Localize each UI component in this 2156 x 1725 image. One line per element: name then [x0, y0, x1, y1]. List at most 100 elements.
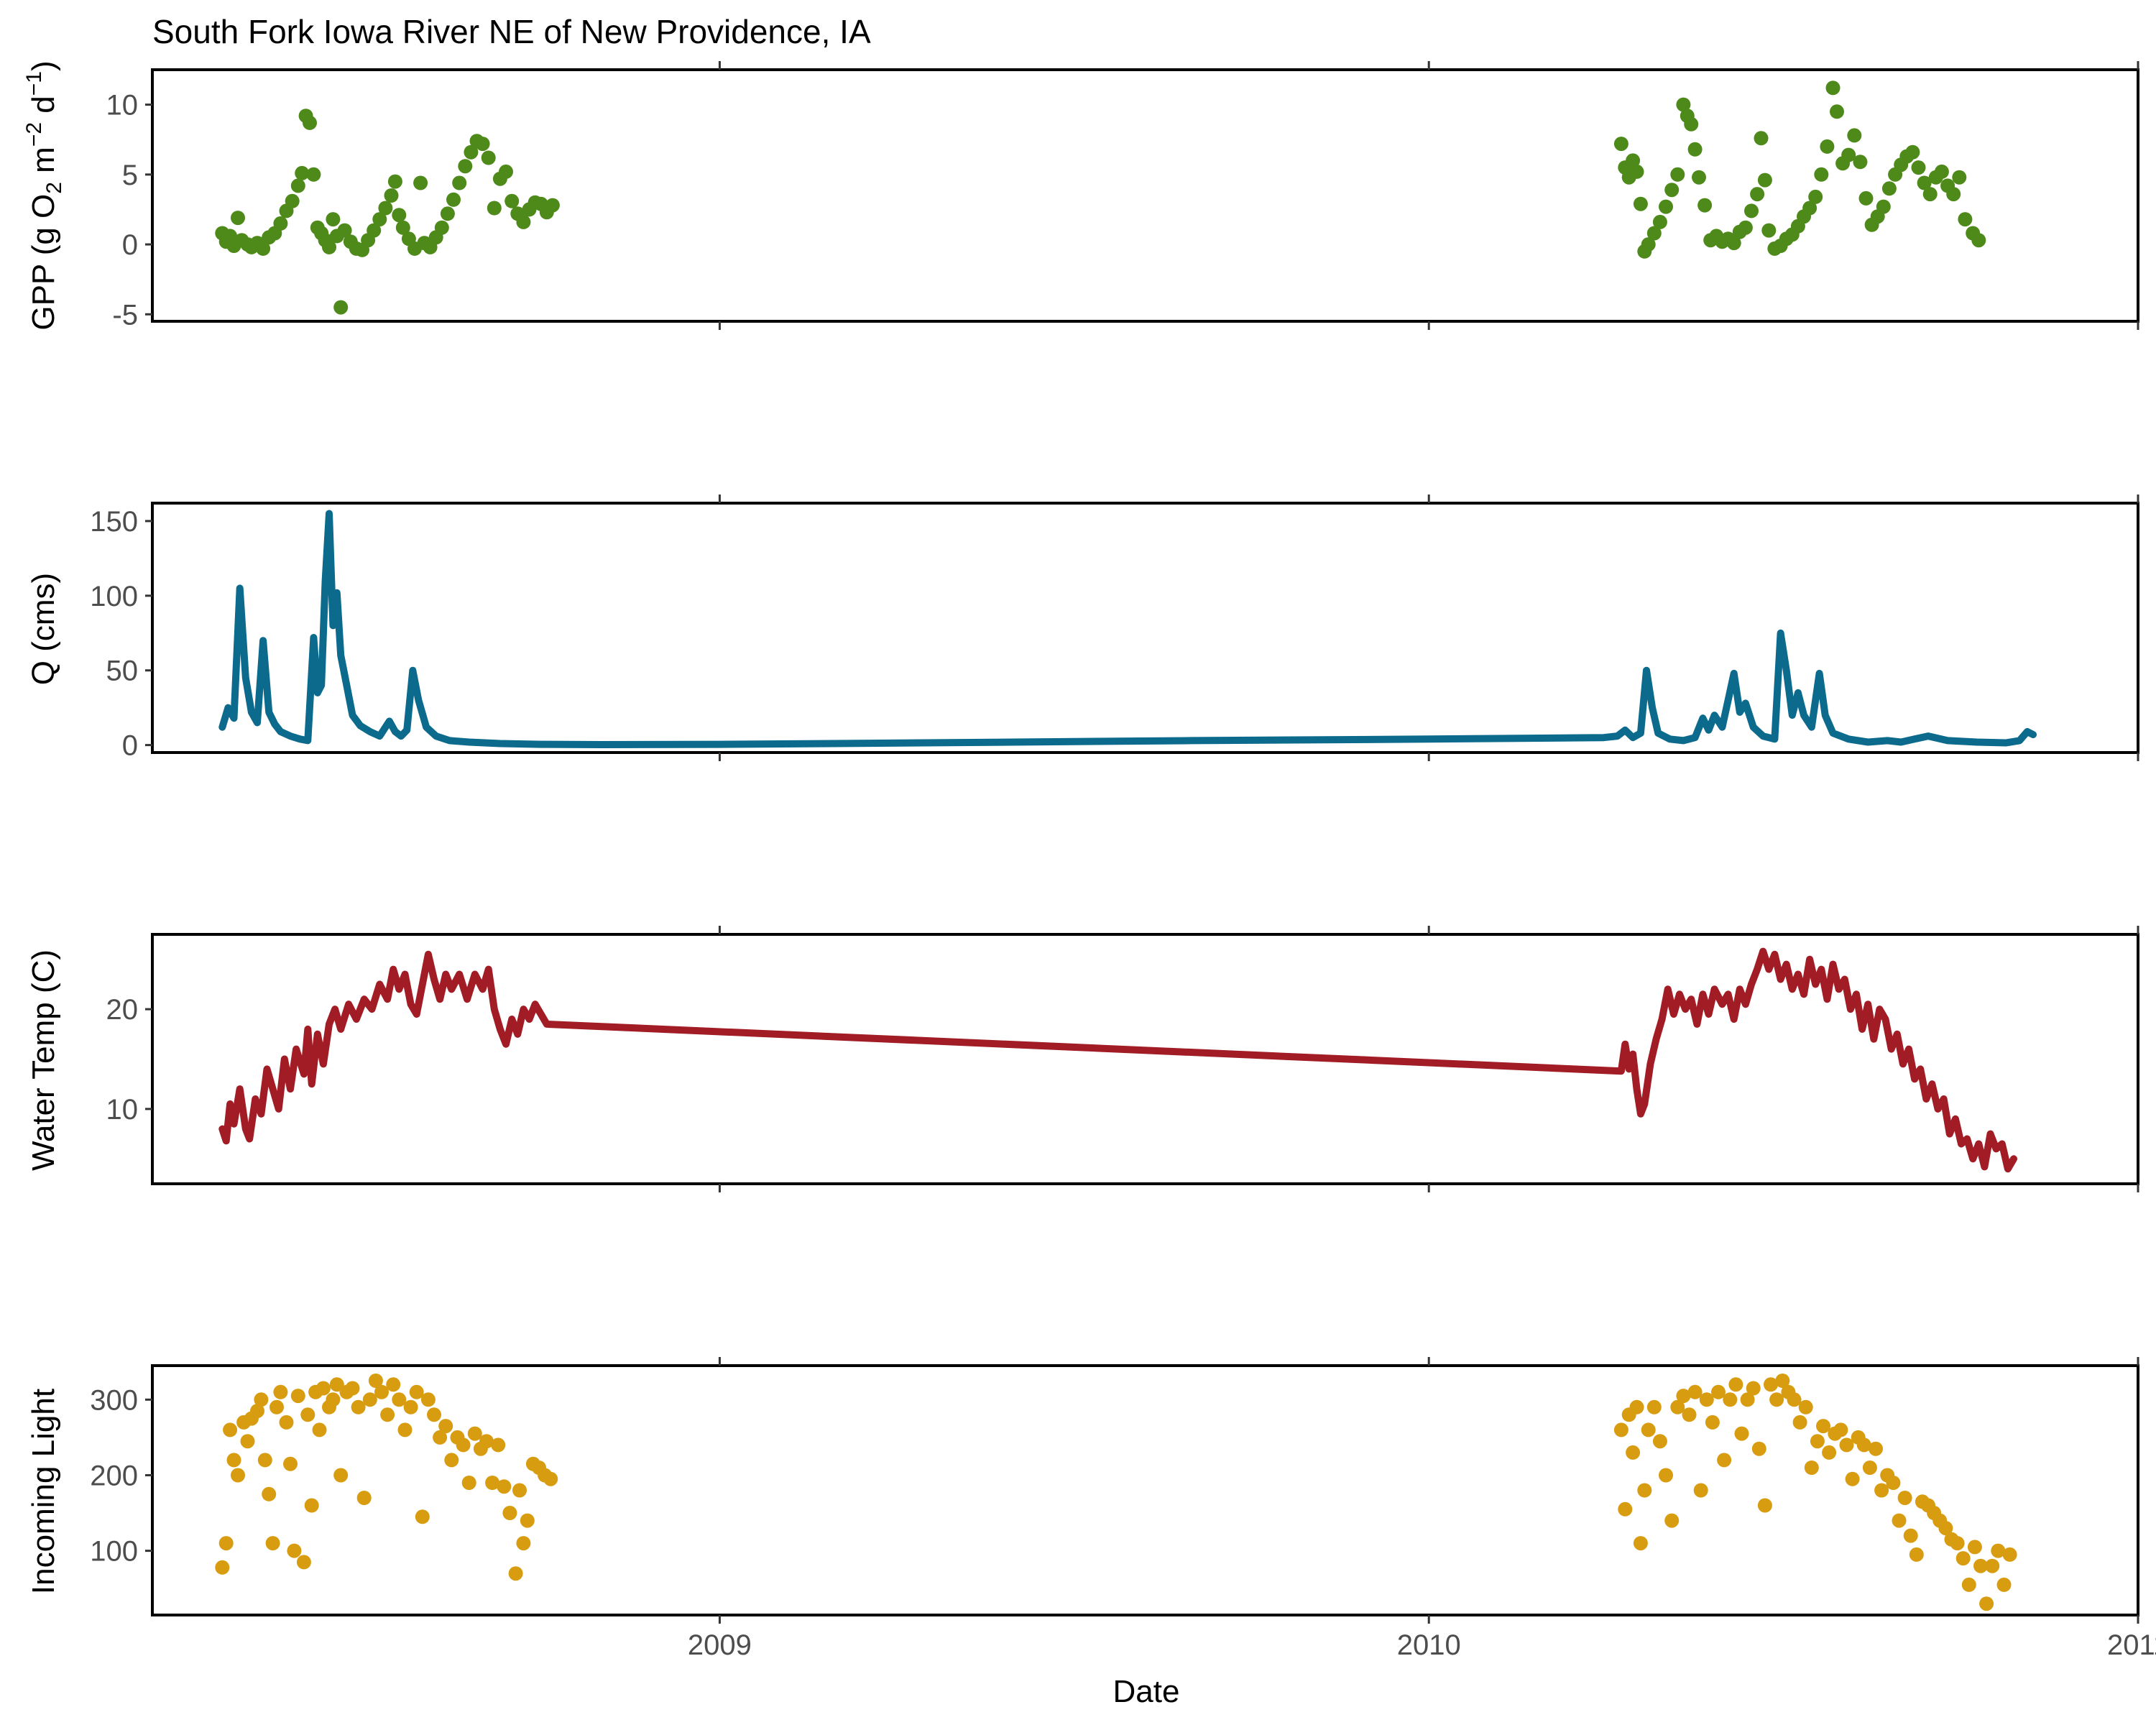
- gpp-ylabel-close: ): [26, 60, 61, 71]
- incoming-light-point: [1746, 1381, 1761, 1396]
- discharge-frame: [151, 502, 2139, 754]
- gpp-point: [1876, 199, 1891, 214]
- incoming-light-point: [218, 1536, 234, 1551]
- incoming-light-point: [1973, 1558, 1988, 1573]
- incoming-light-point: [1938, 1521, 1953, 1536]
- gpp-point: [1676, 97, 1691, 112]
- gpp-point: [337, 223, 352, 238]
- gpp-point: [1881, 181, 1897, 196]
- gpp-point: [1641, 237, 1656, 252]
- incoming-light-point: [1985, 1558, 2000, 1573]
- gpp-point: [1802, 201, 1818, 216]
- incoming-light-point: [516, 1536, 531, 1551]
- x-tick-label: 2010: [1397, 1629, 1461, 1661]
- incoming-light-point: [1711, 1384, 1726, 1399]
- incoming-light-point: [491, 1438, 506, 1453]
- incoming-light-point: [1775, 1374, 1790, 1388]
- gpp-point: [1629, 164, 1644, 179]
- incoming-light-point: [1705, 1414, 1720, 1430]
- gpp-point: [434, 220, 449, 235]
- incoming-light-point: [329, 1377, 344, 1392]
- gpp-point: [378, 201, 393, 216]
- incoming-light-point: [415, 1509, 430, 1524]
- gpp-point: [367, 223, 382, 238]
- incoming-light-point: [397, 1422, 413, 1438]
- gpp-point: [295, 165, 310, 180]
- incoming-light-point: [1757, 1498, 1772, 1513]
- incoming-light-point: [287, 1543, 302, 1558]
- gpp-point: [1633, 196, 1648, 211]
- incoming-light-point: [1856, 1438, 1871, 1453]
- incoming-light-point: [1950, 1536, 1965, 1551]
- gpp-point: [545, 198, 560, 213]
- gpp-point: [333, 300, 349, 315]
- gpp-point: [1613, 137, 1628, 152]
- gpp-point: [1858, 190, 1874, 206]
- incoming-light-point: [543, 1471, 558, 1486]
- gpp-point: [452, 175, 467, 190]
- gpp-point: [1841, 147, 1856, 162]
- incoming-light-point: [444, 1453, 459, 1468]
- light-y-axis-label: Incoming Light: [26, 1389, 61, 1594]
- incoming-light-point: [392, 1392, 407, 1407]
- incoming-light-point: [1764, 1377, 1778, 1392]
- gpp-point: [1684, 116, 1699, 132]
- gpp-point: [1670, 167, 1685, 182]
- incoming-light-point: [1897, 1491, 1912, 1505]
- incoming-light-point: [279, 1414, 294, 1430]
- incoming-light-point: [1810, 1434, 1825, 1449]
- incoming-light-point: [1874, 1483, 1889, 1498]
- incoming-light-point: [1798, 1399, 1813, 1414]
- gpp-point: [1808, 189, 1823, 204]
- gpp-point: [1646, 226, 1662, 241]
- incoming-light-point: [403, 1399, 418, 1414]
- gpp-ylabel-main: GPP (g O: [26, 194, 61, 331]
- incoming-light-point: [1967, 1540, 1982, 1555]
- gpp-point: [256, 241, 271, 256]
- gpp-ylabel-rest: m: [26, 147, 61, 182]
- incoming-light-point: [1664, 1513, 1680, 1528]
- gpp-point: [499, 164, 513, 179]
- incoming-light-ytick-label: 200: [90, 1460, 138, 1491]
- incoming-light-point: [296, 1555, 311, 1570]
- gpp-ylabel-sub: 2: [42, 182, 66, 194]
- discharge-ytick-label: 150: [90, 506, 138, 538]
- gpp-point: [303, 115, 317, 130]
- panel-discharge: 0 50 100 150: [90, 494, 2139, 762]
- discharge-ytick-label: 100: [90, 581, 138, 612]
- incoming-light-point: [326, 1392, 341, 1407]
- incoming-light-point: [1676, 1389, 1691, 1404]
- gpp-point: [231, 211, 245, 226]
- gpp-point: [1830, 104, 1844, 119]
- x-tick-label: 2011: [2107, 1629, 2156, 1661]
- incoming-light-point: [1682, 1407, 1697, 1422]
- incoming-light-point: [1637, 1483, 1652, 1498]
- incoming-light-point: [262, 1486, 277, 1501]
- incoming-light-point: [409, 1384, 424, 1399]
- incoming-light-point: [1822, 1445, 1837, 1460]
- incoming-light-point: [223, 1422, 238, 1438]
- incoming-light-point: [215, 1560, 230, 1575]
- incoming-light-point: [380, 1407, 395, 1422]
- gpp-point: [1652, 214, 1667, 229]
- incoming-light-frame: [151, 1364, 2139, 1616]
- panel-water-temp: 10 20: [106, 926, 2139, 1192]
- incoming-light-point: [1886, 1476, 1901, 1490]
- incoming-light-point: [231, 1468, 245, 1483]
- gpp-point: [1820, 139, 1835, 154]
- incoming-light-point: [1804, 1460, 1819, 1475]
- gpp-point: [1814, 167, 1829, 182]
- incoming-light-point: [1909, 1547, 1924, 1562]
- discharge-ytick-label: 0: [122, 730, 138, 762]
- temp-y-axis-label: Water Temp (C): [26, 949, 61, 1171]
- gpp-point: [413, 175, 428, 190]
- gpp-point: [1757, 172, 1772, 188]
- gpp-point: [387, 174, 402, 189]
- incoming-light-point: [433, 1430, 448, 1445]
- gpp-point: [516, 214, 531, 229]
- gpp-point: [505, 193, 520, 208]
- incoming-light-point: [1646, 1399, 1662, 1414]
- incoming-light-ytick-label: 300: [90, 1384, 138, 1416]
- gpp-ylabel-sup1: −2: [22, 122, 46, 147]
